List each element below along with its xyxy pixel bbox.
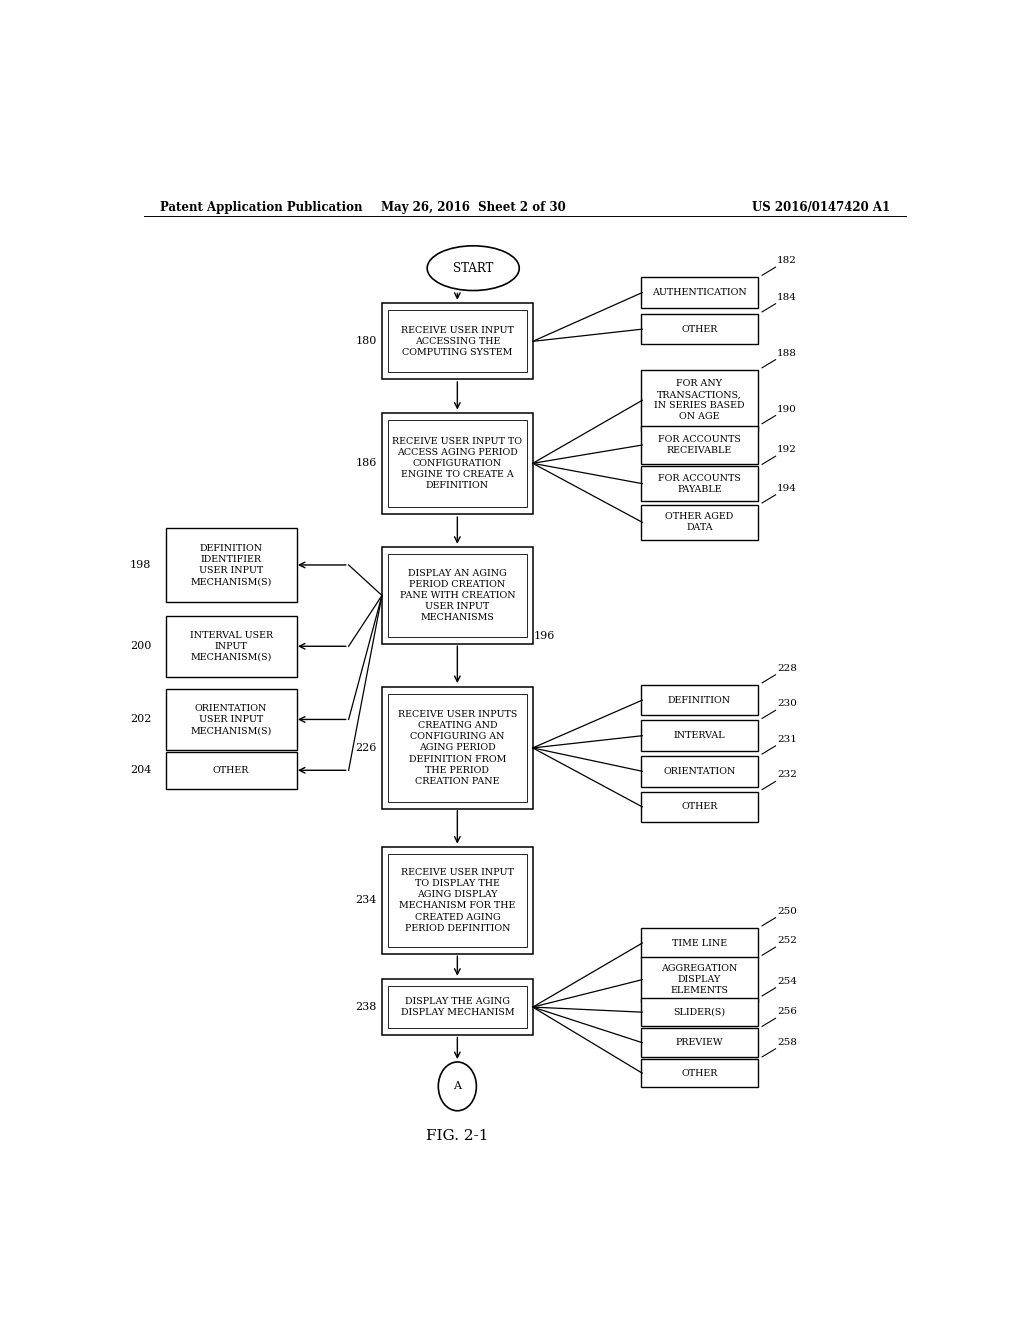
Text: FOR ACCOUNTS
RECEIVABLE: FOR ACCOUNTS RECEIVABLE — [658, 436, 740, 455]
Bar — [387, 420, 527, 507]
Text: DEFINITION: DEFINITION — [668, 696, 731, 705]
Text: 202: 202 — [130, 714, 152, 725]
Bar — [382, 847, 532, 954]
Text: 188: 188 — [777, 348, 797, 358]
Bar — [382, 686, 532, 809]
Bar — [382, 413, 532, 515]
Text: INTERVAL USER
INPUT
MECHANISM(S): INTERVAL USER INPUT MECHANISM(S) — [189, 631, 272, 661]
Bar — [641, 506, 758, 540]
Text: 194: 194 — [777, 484, 797, 492]
Text: 250: 250 — [777, 907, 797, 916]
Text: OTHER: OTHER — [681, 803, 718, 812]
Text: TIME LINE: TIME LINE — [672, 939, 727, 948]
Text: 198: 198 — [130, 560, 152, 570]
Text: A: A — [454, 1081, 462, 1092]
Text: DISPLAY THE AGING
DISPLAY MECHANISM: DISPLAY THE AGING DISPLAY MECHANISM — [400, 997, 514, 1018]
Ellipse shape — [427, 246, 519, 290]
Text: 196: 196 — [534, 631, 555, 642]
Text: 238: 238 — [355, 1002, 377, 1012]
Text: 184: 184 — [777, 293, 797, 302]
Bar — [641, 685, 758, 715]
Bar — [641, 957, 758, 1002]
Text: Patent Application Publication: Patent Application Publication — [160, 201, 362, 214]
Text: 186: 186 — [355, 458, 377, 469]
Text: DISPLAY AN AGING
PERIOD CREATION
PANE WITH CREATION
USER INPUT
MECHANISMS: DISPLAY AN AGING PERIOD CREATION PANE WI… — [399, 569, 515, 622]
Bar — [166, 615, 297, 677]
Bar — [387, 694, 527, 801]
Text: DEFINITION
IDENTIFIER
USER INPUT
MECHANISM(S): DEFINITION IDENTIFIER USER INPUT MECHANI… — [190, 544, 271, 586]
Text: SLIDER(S): SLIDER(S) — [674, 1007, 725, 1016]
Text: 200: 200 — [130, 642, 152, 651]
Text: 182: 182 — [777, 256, 797, 265]
Bar — [641, 998, 758, 1027]
Text: FOR ACCOUNTS
PAYABLE: FOR ACCOUNTS PAYABLE — [658, 474, 740, 494]
Bar — [166, 689, 297, 750]
Bar — [387, 310, 527, 372]
Circle shape — [438, 1063, 476, 1110]
Text: 192: 192 — [777, 445, 797, 454]
Text: May 26, 2016  Sheet 2 of 30: May 26, 2016 Sheet 2 of 30 — [381, 201, 565, 214]
Text: 226: 226 — [355, 743, 377, 752]
Text: FOR ANY
TRANSACTIONS,
IN SERIES BASED
ON AGE: FOR ANY TRANSACTIONS, IN SERIES BASED ON… — [654, 379, 744, 421]
Text: ORIENTATION
USER INPUT
MECHANISM(S): ORIENTATION USER INPUT MECHANISM(S) — [190, 704, 271, 735]
Text: 230: 230 — [777, 700, 797, 709]
Bar — [641, 1028, 758, 1057]
Bar — [387, 986, 527, 1028]
Text: 190: 190 — [777, 404, 797, 413]
Text: 258: 258 — [777, 1038, 797, 1047]
Text: RECEIVE USER INPUT
TO DISPLAY THE
AGING DISPLAY
MECHANISM FOR THE
CREATED AGING
: RECEIVE USER INPUT TO DISPLAY THE AGING … — [399, 869, 515, 933]
Text: PREVIEW: PREVIEW — [676, 1038, 723, 1047]
Text: 180: 180 — [355, 337, 377, 346]
Text: AUTHENTICATION: AUTHENTICATION — [652, 288, 746, 297]
Bar — [166, 752, 297, 788]
Text: 256: 256 — [777, 1007, 797, 1016]
Text: 204: 204 — [130, 766, 152, 775]
Text: ORIENTATION: ORIENTATION — [664, 767, 735, 776]
Bar — [641, 756, 758, 787]
Text: 234: 234 — [355, 895, 377, 906]
Bar — [382, 979, 532, 1035]
Text: RECEIVE USER INPUTS
CREATING AND
CONFIGURING AN
AGING PERIOD
DEFINITION FROM
THE: RECEIVE USER INPUTS CREATING AND CONFIGU… — [397, 710, 517, 785]
Text: AGGREGATION
DISPLAY
ELEMENTS: AGGREGATION DISPLAY ELEMENTS — [662, 964, 737, 995]
Text: OTHER: OTHER — [681, 325, 718, 334]
Bar — [387, 554, 527, 636]
Text: FIG. 2-1: FIG. 2-1 — [426, 1129, 488, 1143]
Text: US 2016/0147420 A1: US 2016/0147420 A1 — [752, 201, 890, 214]
Text: 254: 254 — [777, 977, 797, 986]
Bar — [382, 548, 532, 644]
Bar — [641, 1059, 758, 1088]
Text: OTHER: OTHER — [213, 766, 250, 775]
Text: OTHER: OTHER — [681, 1069, 718, 1077]
Bar — [382, 304, 532, 379]
Bar — [387, 854, 527, 946]
Bar — [641, 792, 758, 822]
Bar — [641, 721, 758, 751]
Bar — [166, 528, 297, 602]
Bar — [641, 277, 758, 308]
Text: OTHER AGED
DATA: OTHER AGED DATA — [666, 512, 733, 532]
Text: INTERVAL: INTERVAL — [674, 731, 725, 741]
Text: RECEIVE USER INPUT TO
ACCESS AGING PERIOD
CONFIGURATION
ENGINE TO CREATE A
DEFIN: RECEIVE USER INPUT TO ACCESS AGING PERIO… — [392, 437, 522, 490]
Bar — [641, 466, 758, 500]
Text: 228: 228 — [777, 664, 797, 673]
Text: RECEIVE USER INPUT
ACCESSING THE
COMPUTING SYSTEM: RECEIVE USER INPUT ACCESSING THE COMPUTI… — [401, 326, 514, 356]
Bar — [641, 370, 758, 430]
Text: START: START — [453, 261, 494, 275]
Bar — [641, 426, 758, 465]
Bar — [641, 314, 758, 345]
Text: 232: 232 — [777, 771, 797, 779]
Text: 231: 231 — [777, 735, 797, 744]
Bar — [641, 928, 758, 958]
Text: 252: 252 — [777, 936, 797, 945]
